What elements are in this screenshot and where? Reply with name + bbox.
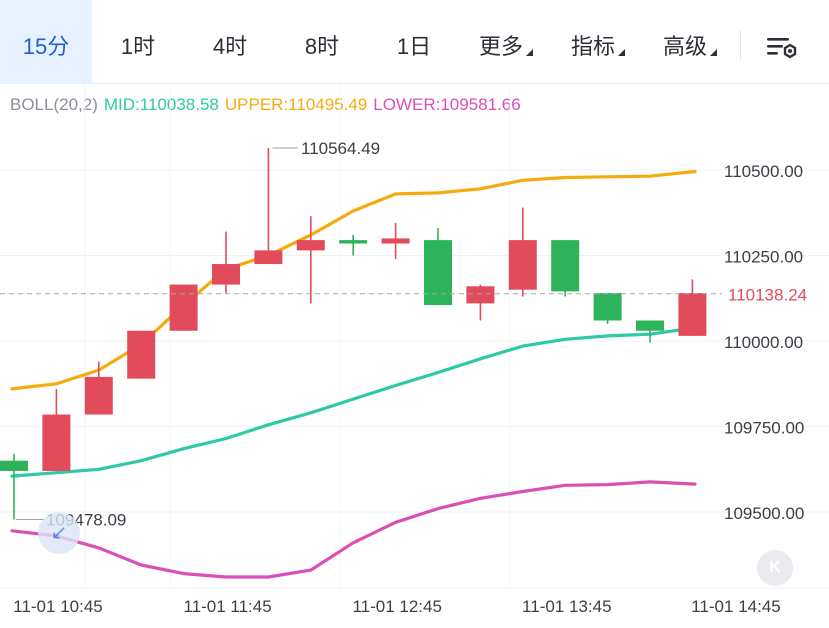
candle (212, 231, 240, 294)
jump-arrow-icon: ↙ (50, 522, 68, 544)
jump-to-latest-button[interactable]: ↙ (38, 512, 80, 554)
tab-more-dropdown[interactable]: 更多 (460, 0, 552, 84)
chart-settings-button[interactable] (760, 26, 804, 70)
candle (339, 234, 368, 256)
candle-body (212, 264, 240, 285)
candlestick-chart[interactable]: 110500.00 110250.00 110000.00 109750.00 1095… (0, 84, 829, 628)
candle (42, 388, 71, 471)
dropdown-caret-icon (618, 49, 625, 56)
candle (678, 279, 707, 336)
candle-body (169, 284, 198, 331)
tab-4h[interactable]: 4时 (184, 0, 276, 84)
x-tick-label: 11-01 13:45 (522, 597, 611, 616)
y-tick-label: 110000.00 (724, 333, 803, 352)
tab-label: 1时 (120, 34, 156, 59)
tab-label: 4时 (212, 34, 248, 59)
tab-label: 8时 (304, 34, 340, 59)
candle-body (254, 250, 283, 265)
candle-body (0, 460, 28, 471)
candle (551, 240, 580, 297)
candle (508, 207, 537, 297)
tab-label: 15分 (22, 34, 70, 59)
tab-8h[interactable]: 8时 (276, 0, 368, 84)
last-price-tag (722, 280, 829, 307)
x-tick-label: 11-01 11:45 (183, 597, 271, 616)
candle-body (127, 330, 156, 379)
interval-tab-bar: 15分 1时 4时 8时 1日 更多 指标 高级 (0, 0, 829, 84)
candle-body (508, 240, 537, 290)
candle (636, 320, 664, 343)
x-tick-label: 11-01 10:45 (13, 597, 102, 616)
candle (84, 361, 113, 415)
candle (169, 284, 198, 331)
reset-view-button[interactable]: K (757, 550, 793, 586)
y-tick-label: 110250.00 (724, 248, 803, 267)
candle-body (296, 240, 325, 251)
tab-1d[interactable]: 1日 (368, 0, 460, 84)
tab-15m[interactable]: 15分 (0, 0, 92, 84)
candle (424, 228, 452, 306)
boll-upper-line (10, 169, 697, 391)
tab-indicators-dropdown[interactable]: 指标 (552, 0, 644, 84)
candle-body (593, 293, 622, 321)
candle-body (636, 320, 664, 331)
x-tick-label: 11-01 14:45 (691, 597, 780, 616)
candle (0, 453, 28, 520)
candle-body (551, 240, 580, 292)
chart-settings-icon (767, 38, 797, 59)
boll-lower-line (10, 480, 697, 579)
tab-label: 更多 (478, 34, 523, 59)
dropdown-caret-icon (526, 49, 533, 56)
y-tick-label: 109500.00 (724, 504, 804, 523)
reset-view-icon: K (769, 559, 781, 576)
candle (381, 223, 410, 259)
candle-body (466, 286, 495, 304)
candle (296, 216, 325, 304)
tab-label: 指标 (570, 34, 615, 59)
tab-1h[interactable]: 1时 (92, 0, 184, 84)
boll-mid-line (10, 326, 697, 478)
y-tick-label: 110500.00 (724, 162, 803, 181)
boll-name: BOLL(20,2) (10, 95, 98, 114)
boll-upper-value: UPPER:110495.49 (224, 95, 368, 114)
candle-body (42, 414, 71, 471)
tab-label: 高级 (662, 34, 707, 59)
candle-body (84, 376, 113, 415)
last-price-label: 110138.24 (728, 286, 807, 305)
tab-divider (740, 30, 741, 60)
candle-body (678, 293, 707, 336)
y-tick-label: 109750.00 (724, 419, 804, 438)
candle (593, 293, 622, 324)
candle-body (339, 240, 368, 244)
max-marker-label: 110564.49 (301, 139, 380, 158)
candle-body (381, 238, 410, 244)
tab-advanced-dropdown[interactable]: 高级 (644, 0, 736, 84)
boll-mid-value: MID:110038.58 (103, 95, 219, 114)
candle (466, 284, 495, 321)
x-tick-label: 11-01 12:45 (352, 597, 441, 616)
candle (127, 330, 156, 379)
dropdown-caret-icon (710, 49, 717, 56)
tab-label: 1日 (396, 34, 432, 59)
candle (254, 147, 283, 265)
boll-lower-value: LOWER:109581.66 (373, 95, 521, 114)
boll-legend: BOLL(20,2) MID:110038.58 UPPER:110495.49 LO… (10, 95, 527, 115)
candle-body (424, 240, 452, 306)
